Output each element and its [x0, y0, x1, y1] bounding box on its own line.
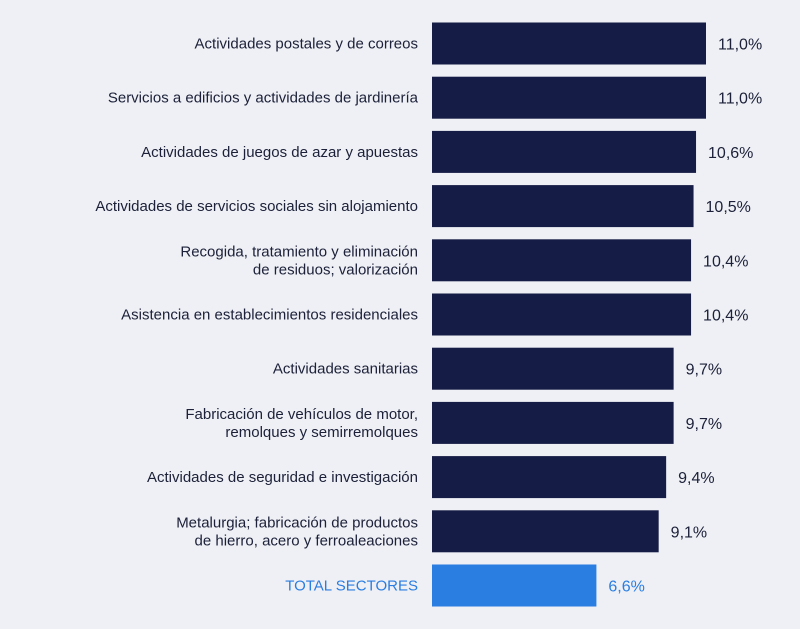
category-label: remolques y semirremolques: [225, 424, 418, 441]
bar: [432, 347, 674, 390]
value-label: 9,1%: [671, 524, 707, 541]
bar-total: [432, 564, 597, 607]
bar: [432, 130, 697, 173]
bar: [432, 185, 694, 228]
category-label: Actividades sanitarias: [273, 361, 418, 378]
bar-row: Servicios a edificios y actividades de j…: [108, 76, 762, 119]
value-label: 10,4%: [703, 253, 748, 270]
category-label: Asistencia en establecimientos residenci…: [121, 307, 418, 324]
category-label: Actividades de seguridad e investigación: [147, 469, 418, 486]
value-label: 11,0%: [718, 91, 762, 108]
value-label: 11,0%: [718, 37, 762, 54]
category-label: Metalurgia; fabricación de productos: [176, 514, 418, 531]
category-label: de residuos; valorización: [253, 261, 418, 278]
category-label: Servicios a edificios y actividades de j…: [108, 90, 419, 107]
value-label: 10,4%: [703, 308, 748, 325]
bar-row: Actividades de juegos de azar y apuestas…: [141, 130, 753, 173]
category-label: Actividades postales y de correos: [195, 36, 418, 53]
value-label: 9,7%: [686, 362, 722, 379]
category-label: Actividades de servicios sociales sin al…: [95, 198, 418, 215]
bar: [432, 401, 674, 444]
bar: [432, 293, 692, 336]
category-label: Actividades de juegos de azar y apuestas: [141, 144, 418, 161]
bar-row: Actividades sanitarias 9,7%: [273, 347, 722, 390]
value-label: 10,5%: [706, 199, 751, 216]
bar-row: Actividades de servicios sociales sin al…: [95, 185, 751, 228]
value-label: 6,6%: [608, 579, 644, 596]
value-label: 9,4%: [678, 470, 714, 487]
category-label: Fabricación de vehículos de motor,: [185, 406, 418, 423]
bar-row: Actividades postales y de correos 11,0%: [195, 22, 762, 65]
bar-row-total: TOTAL SECTORES 6,6%: [285, 564, 645, 607]
bar-row: Asistencia en establecimientos residenci…: [121, 293, 748, 336]
bar: [432, 76, 706, 119]
bar: [432, 22, 706, 65]
category-label: de hierro, acero y ferroaleaciones: [195, 532, 418, 549]
bar-row: Actividades de seguridad e investigación…: [147, 456, 715, 499]
bar: [432, 510, 659, 553]
bar-row: Fabricación de vehículos de motor,remolq…: [185, 401, 722, 444]
category-label: Recogida, tratamiento y eliminación: [180, 243, 418, 260]
bar: [432, 456, 667, 499]
bar: [432, 239, 692, 282]
value-label: 10,6%: [708, 145, 753, 162]
value-label: 9,7%: [686, 416, 722, 433]
category-label: TOTAL SECTORES: [285, 578, 418, 595]
